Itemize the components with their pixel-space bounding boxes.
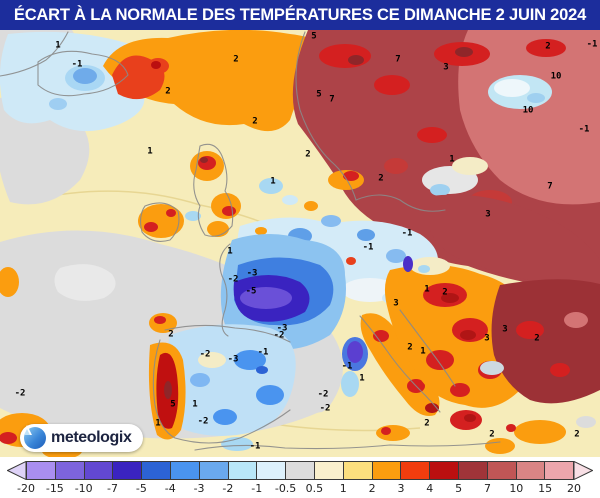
scale-tick-label: -2	[222, 482, 234, 495]
scale-cell	[430, 462, 459, 479]
iberia-region	[148, 313, 296, 451]
scandinavia-russia-warm	[292, 30, 600, 292]
scale-tick-label: -7	[107, 482, 118, 495]
scale-cells	[26, 461, 574, 480]
france-cold-region	[220, 234, 346, 350]
scale-tick-label: 20	[567, 482, 581, 495]
scale-tick-label: 10	[509, 482, 524, 495]
scale-cell	[27, 462, 56, 479]
scale-tick-label: 3	[397, 482, 405, 495]
scale-tick-label: -15	[45, 482, 64, 495]
scale-tick-label: 15	[538, 482, 553, 495]
scale-cell	[170, 462, 200, 479]
scale-tick-label: -4	[164, 482, 176, 495]
coastlines	[0, 31, 501, 451]
map-title: ÉCART À LA NORMALE DES TEMPÉRATURES CE D…	[13, 5, 587, 24]
scale-tick-label: 2	[368, 482, 376, 495]
balkans-turkey-warm	[384, 256, 600, 454]
scale-cell	[142, 462, 171, 479]
scale-arrow-right-icon	[574, 461, 593, 480]
scale-cell	[458, 462, 488, 479]
meteologix-icon	[22, 425, 46, 449]
scale-cell	[516, 462, 546, 479]
scale-tick-label: 1	[339, 482, 347, 495]
scale-tick-label: 7	[483, 482, 491, 495]
scale-tick-label: -20	[17, 482, 35, 495]
scale-cell	[487, 462, 517, 479]
color-scale: -20 -15 -10 -7 -5 -4 -3 -2 -1 -0.5 0.5 1 2 3 4 5 7 10 15 20	[0, 457, 600, 498]
scale-tick-label: 5	[455, 482, 463, 495]
scale-cell	[314, 462, 344, 479]
scale-cell	[286, 462, 315, 479]
scale-cell	[55, 462, 85, 479]
scale-cell	[401, 462, 431, 479]
scale-tick-label: -1	[251, 482, 263, 495]
scale-cell	[372, 462, 402, 479]
scale-tick-label: -3	[193, 482, 205, 495]
title-bar: ÉCART À LA NORMALE DES TEMPÉRATURES CE D…	[0, 0, 600, 30]
scale-cell	[343, 462, 373, 479]
scale-cell	[199, 462, 229, 479]
map-area: 1 -1 2 2 2 1 1 5 5 7 7 3 2 10 10 2 2 1 3 -1 7 -1 -1 1 -2 -3 -5 -3 -2…	[0, 30, 600, 457]
scale-tick-label: 0.5	[305, 482, 324, 495]
scale-cell	[228, 462, 258, 479]
scale-tick-label: -0.5	[274, 482, 297, 495]
scale-cell	[113, 462, 143, 479]
scale-ticks: -20 -15 -10 -7 -5 -4 -3 -2 -1 -0.5 0.5 1 2 3 4 5 7 10 15 20	[17, 482, 581, 496]
meteologix-wordmark: meteologix	[51, 429, 132, 446]
scale-cell	[257, 462, 287, 479]
scale-cell	[84, 462, 114, 479]
scale-tick-label: -5	[135, 482, 147, 495]
meteologix-logo[interactable]: meteologix	[20, 424, 144, 452]
scale-tick-label: -10	[74, 482, 93, 495]
scale-cell	[545, 462, 574, 479]
europe-anomaly-map	[0, 30, 600, 457]
scale-tick-label: 4	[426, 482, 434, 495]
scale-arrow-left-icon	[7, 461, 26, 480]
